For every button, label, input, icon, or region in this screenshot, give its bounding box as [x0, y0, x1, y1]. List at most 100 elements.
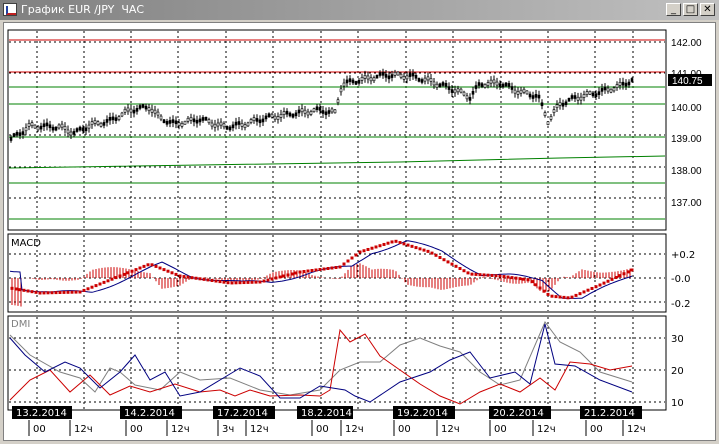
candle-body — [429, 78, 433, 82]
macd-label: MACD — [11, 238, 41, 249]
candle-body — [396, 71, 400, 76]
candle-body — [126, 107, 130, 112]
signal-dot — [114, 276, 118, 280]
candle-body — [384, 74, 388, 78]
signal-dot — [630, 268, 634, 272]
candle-body — [387, 75, 391, 80]
signal-dot — [578, 292, 582, 296]
signal-dot — [454, 264, 458, 268]
date-tag — [489, 406, 551, 419]
candle-body — [378, 72, 382, 76]
candle-body — [108, 117, 112, 121]
signal-dot — [594, 285, 598, 289]
signal-dot — [190, 276, 194, 280]
candle-body — [78, 126, 82, 131]
candle-body — [603, 86, 607, 91]
candle-body — [267, 113, 271, 118]
candle-body — [462, 91, 466, 96]
signal-dot — [382, 242, 386, 246]
signal-dot — [14, 287, 18, 291]
candle-body — [588, 90, 592, 95]
candle-body — [333, 109, 337, 114]
signal-dot — [62, 290, 66, 294]
dmi-label: DMI — [11, 319, 30, 330]
macd-panel[interactable] — [7, 233, 667, 313]
candle-body — [375, 74, 379, 79]
candle-body — [303, 109, 307, 114]
candle-body — [426, 76, 430, 81]
date-label: 19.2.2014 — [397, 408, 448, 419]
signal-dot — [318, 268, 322, 271]
signal-dot — [430, 251, 434, 255]
candle-body — [444, 83, 448, 87]
dmi-panel[interactable] — [7, 315, 667, 411]
candle-body — [360, 77, 364, 81]
candle-body — [630, 78, 634, 82]
close-button[interactable]: ✕ — [700, 3, 715, 16]
signal-dot — [274, 276, 278, 280]
signal-dot — [282, 274, 286, 278]
date-tag — [12, 406, 72, 419]
hour-label: 00 — [494, 424, 507, 435]
signal-dot — [246, 280, 250, 284]
candle-body — [147, 107, 151, 111]
signal-dot — [562, 295, 566, 299]
candle-body — [120, 112, 124, 117]
candle-body — [402, 76, 406, 80]
signal-dot — [518, 277, 522, 281]
candle-body — [522, 88, 526, 93]
candle-body — [393, 72, 397, 76]
candle-body — [486, 82, 490, 86]
candle-body — [87, 124, 91, 129]
maximize-button[interactable]: □ — [683, 3, 698, 16]
window-title: График EUR /JPY ЧАС — [21, 3, 145, 16]
candle-body — [528, 93, 532, 98]
candle-body — [81, 127, 85, 132]
signal-dot — [226, 281, 230, 285]
signal-dot — [78, 290, 82, 294]
candle-body — [234, 121, 238, 126]
candle-body — [123, 108, 127, 113]
candle-body — [468, 97, 472, 101]
candle-body — [432, 81, 436, 86]
price-label-138: 138.00 — [671, 166, 702, 177]
candle-body — [132, 109, 136, 114]
date-label: 21.2.2014 — [584, 408, 635, 419]
candle-body — [195, 119, 199, 124]
signal-dot — [422, 248, 426, 252]
candle-body — [501, 83, 505, 88]
candle-body — [390, 74, 394, 78]
candle-body — [129, 108, 133, 113]
hour-label: 12ч — [537, 424, 556, 435]
candle-body — [474, 85, 478, 89]
candle-body — [582, 94, 586, 98]
minimize-button[interactable]: _ — [666, 3, 681, 16]
price-panel[interactable] — [7, 29, 667, 231]
signal-dot — [222, 280, 226, 284]
signal-dot — [310, 269, 314, 272]
candle-body — [36, 126, 40, 131]
signal-dot — [326, 267, 330, 270]
dmi-scale-10: 10 — [671, 398, 684, 409]
signal-dot — [294, 271, 298, 275]
signal-dot — [138, 266, 142, 270]
candle-body — [189, 117, 193, 121]
candle-body — [579, 96, 583, 101]
signal-dot — [570, 295, 574, 299]
candle-body — [213, 123, 217, 128]
candle-body — [417, 78, 421, 82]
candle-body — [231, 124, 235, 129]
hour-label: 00 — [33, 424, 46, 435]
signal-dot — [330, 266, 334, 270]
signal-dot — [558, 295, 562, 299]
candle-body — [243, 124, 247, 128]
candle-body — [399, 73, 403, 78]
candle-body — [405, 75, 409, 80]
candle-body — [57, 124, 61, 129]
candle-body — [183, 120, 187, 125]
candle-body — [624, 82, 628, 87]
signal-dot — [262, 279, 266, 283]
candle-body — [546, 121, 550, 125]
signal-dot — [102, 280, 106, 284]
